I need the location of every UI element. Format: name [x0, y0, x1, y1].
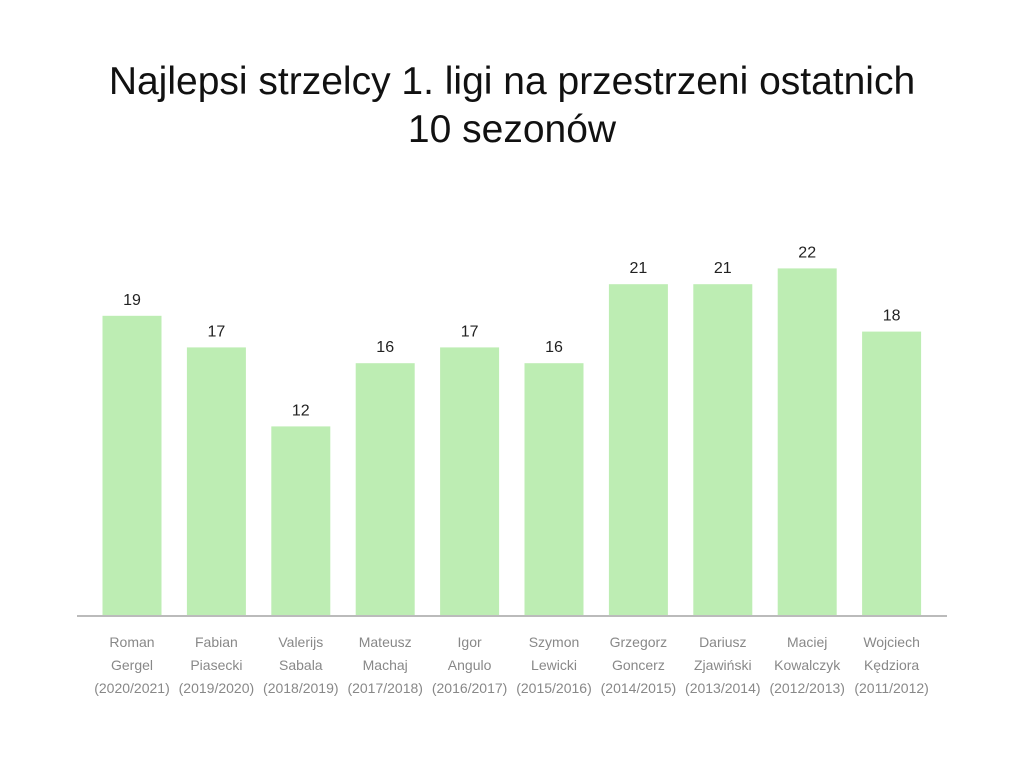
value-label-8: 22 — [798, 244, 816, 261]
category-label-7-line-2: (2013/2014) — [685, 680, 761, 696]
bar-0 — [102, 315, 162, 616]
bars-group — [102, 268, 922, 616]
value-label-9: 18 — [883, 308, 901, 325]
bar-2 — [271, 426, 331, 616]
category-label-4-line-0: Igor — [458, 634, 482, 650]
bar-7 — [693, 284, 753, 616]
value-label-6: 21 — [630, 260, 648, 277]
category-label-3-line-0: Mateusz — [359, 634, 412, 650]
category-label-6-line-2: (2014/2015) — [601, 680, 677, 696]
category-label-7-line-0: Dariusz — [699, 634, 746, 650]
category-label-2-line-1: Sabala — [279, 657, 323, 673]
category-label-6-line-1: Goncerz — [612, 657, 665, 673]
bar-8 — [777, 268, 837, 616]
category-label-0-line-0: Roman — [109, 634, 154, 650]
category-label-2: Valerijs Sabala (2018/2019) — [263, 634, 339, 696]
value-label-2: 12 — [292, 402, 310, 419]
category-label-0: Roman Gergel (2020/2021) — [94, 634, 170, 696]
category-label-4-line-2: (2016/2017) — [432, 680, 508, 696]
bar-9 — [862, 331, 922, 616]
category-label-1-line-1: Piasecki — [190, 657, 242, 673]
category-label-0-line-1: Gergel — [111, 657, 153, 673]
value-label-1: 17 — [208, 323, 226, 340]
category-label-8-line-2: (2012/2013) — [769, 680, 845, 696]
chart-title-line-2: 10 sezonów — [407, 108, 617, 151]
category-label-9-line-2: (2011/2012) — [854, 680, 928, 696]
category-label-9-line-0: Wojciech — [863, 634, 920, 650]
bar-6 — [608, 284, 668, 616]
category-label-9: Wojciech Kędziora (2011/2012) — [854, 634, 928, 696]
category-label-5-line-1: Lewicki — [531, 657, 577, 673]
chart-title: Najlepsi strzelcy 1. ligi na przestrzeni… — [0, 58, 1024, 154]
value-label-0: 19 — [123, 292, 141, 309]
category-label-4: Igor Angulo (2016/2017) — [432, 634, 508, 696]
bar-4 — [440, 347, 500, 616]
bar-1 — [186, 347, 246, 616]
category-label-1: Fabian Piasecki (2019/2020) — [179, 634, 255, 696]
category-label-6: Grzegorz Goncerz (2014/2015) — [601, 634, 677, 696]
category-label-2-line-0: Valerijs — [278, 634, 323, 650]
category-label-3: Mateusz Machaj (2017/2018) — [347, 634, 423, 696]
value-label-4: 17 — [461, 323, 479, 340]
category-labels-group: Roman Gergel (2020/2021) Fabian Piasecki (201… — [94, 634, 929, 696]
category-label-6-line-0: Grzegorz — [610, 634, 668, 650]
value-label-3: 16 — [376, 339, 394, 356]
category-label-7-line-1: Zjawiński — [694, 657, 752, 673]
value-label-7: 21 — [714, 260, 732, 277]
category-label-5-line-2: (2015/2016) — [516, 680, 592, 696]
category-label-3-line-2: (2017/2018) — [347, 680, 423, 696]
category-label-5-line-0: Szymon — [529, 634, 580, 650]
chart-title-line-1: Najlepsi strzelcy 1. ligi na przestrzeni… — [108, 60, 916, 103]
category-label-8: Maciej Kowalczyk (2012/2013) — [769, 634, 845, 696]
category-label-5: Szymon Lewicki (2015/2016) — [516, 634, 592, 696]
category-label-3-line-1: Machaj — [363, 657, 408, 673]
bar-3 — [355, 363, 415, 616]
bar-5 — [524, 363, 584, 616]
category-label-1-line-2: (2019/2020) — [179, 680, 255, 696]
value-labels-group: 19 17 12 16 17 16 21 21 22 18 — [123, 244, 900, 419]
category-label-1-line-0: Fabian — [195, 634, 238, 650]
category-label-8-line-0: Maciej — [787, 634, 827, 650]
category-label-2-line-2: (2018/2019) — [263, 680, 339, 696]
category-label-9-line-1: Kędziora — [864, 657, 919, 673]
category-label-7: Dariusz Zjawiński (2013/2014) — [685, 634, 761, 696]
value-label-5: 16 — [545, 339, 563, 356]
category-label-4-line-1: Angulo — [448, 657, 492, 673]
category-label-0-line-2: (2020/2021) — [94, 680, 170, 696]
category-label-8-line-1: Kowalczyk — [774, 657, 841, 673]
